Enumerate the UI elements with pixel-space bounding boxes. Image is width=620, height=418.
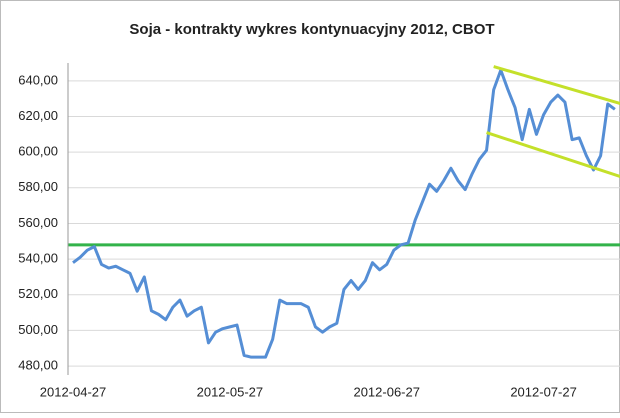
trend-line <box>486 131 620 179</box>
y-tick-label: 540,00 <box>18 251 58 266</box>
y-tick-label: 600,00 <box>18 144 58 159</box>
x-tick-label: 2012-07-27 <box>510 384 577 399</box>
y-tick-label: 560,00 <box>18 215 58 230</box>
price-line <box>72 68 616 359</box>
trend-line <box>493 65 620 105</box>
y-tick-label: 640,00 <box>18 72 58 87</box>
y-tick-label: 580,00 <box>18 179 58 194</box>
x-tick-label: 2012-04-27 <box>40 384 107 399</box>
y-tick-label: 620,00 <box>18 108 58 123</box>
chart-title: Soja - kontrakty wykres kontynuacyjny 20… <box>129 21 494 38</box>
y-tick-label: 500,00 <box>18 322 58 337</box>
y-tick-label: 480,00 <box>18 358 58 373</box>
y-tick-label: 520,00 <box>18 286 58 301</box>
x-tick-label: 2012-06-27 <box>353 384 420 399</box>
plot-area <box>68 65 620 367</box>
x-tick-label: 2012-05-27 <box>197 384 264 399</box>
